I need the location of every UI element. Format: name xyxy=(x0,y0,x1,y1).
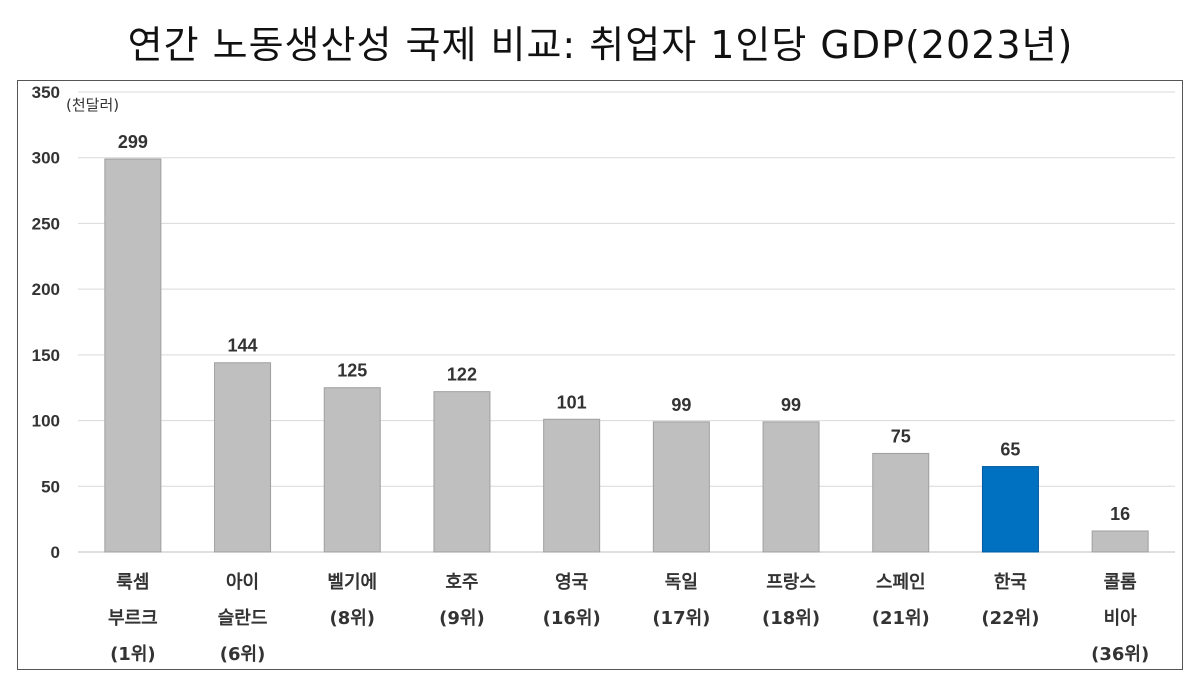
y-tick-label: 150 xyxy=(32,346,60,365)
category-label: (18위) xyxy=(762,608,820,629)
category-label: (21위) xyxy=(872,608,930,629)
bar xyxy=(214,362,272,553)
category-label: (22위) xyxy=(981,608,1039,629)
category-label: (6위) xyxy=(220,644,266,665)
category-label: 독일 xyxy=(665,572,698,593)
category-label: 벨기에 xyxy=(327,572,377,593)
category-label: 스페인 xyxy=(876,572,926,593)
y-tick-label: 200 xyxy=(32,280,60,299)
category-label: 룩셈 xyxy=(116,572,149,593)
y-tick-label: 250 xyxy=(32,214,60,233)
y-tick-label: 0 xyxy=(51,543,60,562)
category-label: (36위) xyxy=(1091,644,1149,665)
bar xyxy=(872,452,930,553)
category-label: 아이 xyxy=(226,572,259,593)
bar xyxy=(981,466,1039,553)
bar-value-label: 144 xyxy=(228,336,258,356)
category-label: 비아 xyxy=(1104,608,1138,629)
bar xyxy=(652,421,710,553)
bar-value-label: 16 xyxy=(1110,504,1130,524)
category-label: 영국 xyxy=(555,572,588,593)
category-label: 슬란드 xyxy=(218,608,268,629)
bar-value-label: 125 xyxy=(337,361,367,381)
bar xyxy=(762,421,820,553)
bar xyxy=(433,391,491,553)
category-label: (16위) xyxy=(543,608,601,629)
category-label: 부르크 xyxy=(108,608,158,629)
category-label: 호주 xyxy=(445,572,478,593)
chart-title: 연간 노동생산성 국제 비교: 취업자 1인당 GDP(2023년) xyxy=(127,23,1074,67)
category-label: (1위) xyxy=(110,644,156,665)
bar-value-label: 99 xyxy=(781,395,801,415)
bar-value-label: 75 xyxy=(891,426,911,446)
bar xyxy=(323,387,381,553)
category-label: (17위) xyxy=(652,608,710,629)
y-tick-label: 50 xyxy=(41,477,60,496)
bar xyxy=(104,158,162,553)
category-label: 콜롬 xyxy=(1104,572,1137,593)
bar-value-label: 299 xyxy=(118,132,148,152)
category-label: (8위) xyxy=(329,608,375,629)
bar-value-label: 122 xyxy=(447,365,477,385)
bar-value-label: 101 xyxy=(557,392,587,412)
bar xyxy=(1091,530,1149,553)
category-label: 프랑스 xyxy=(766,572,816,593)
y-tick-label: 300 xyxy=(32,149,60,168)
y-tick-label: 100 xyxy=(32,412,60,431)
bar-value-label: 99 xyxy=(671,395,691,415)
category-label: 한국 xyxy=(994,572,1027,593)
category-label: (9위) xyxy=(439,608,485,629)
chart-frame xyxy=(17,80,1183,670)
unit-label: (천달러) xyxy=(66,96,119,114)
bar-value-label: 65 xyxy=(1000,440,1020,460)
bar xyxy=(543,418,601,553)
value-labels: 299 144 125 122 101 99 99 75 65 16 xyxy=(118,132,1130,524)
y-tick-label: 350 xyxy=(32,83,60,102)
bars xyxy=(104,158,1149,553)
y-axis-ticks: 0 50 100 150 200 250 300 350 xyxy=(32,83,60,562)
